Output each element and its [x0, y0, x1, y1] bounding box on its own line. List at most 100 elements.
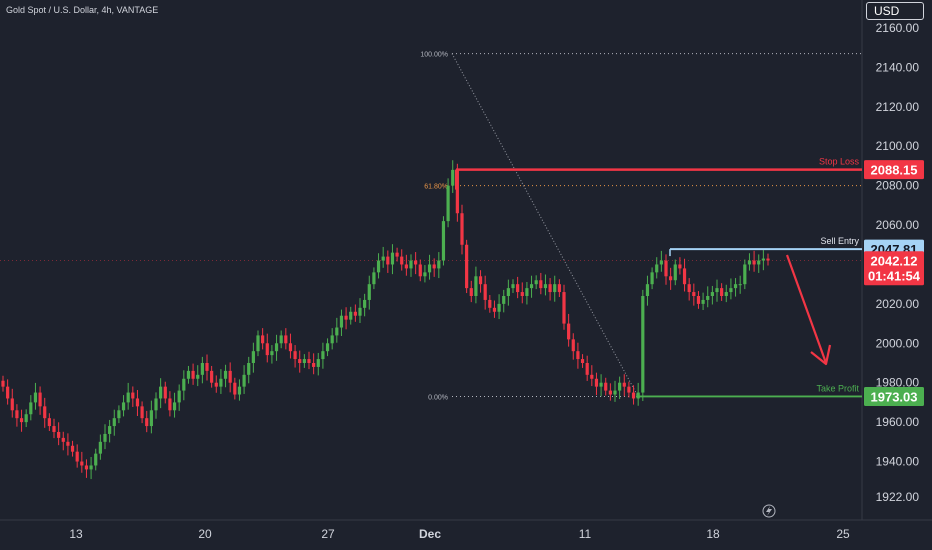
- candle-body: [423, 272, 427, 277]
- candle-body: [108, 426, 112, 434]
- candle-body: [6, 386, 10, 399]
- candle-body: [747, 260, 752, 265]
- time-axis[interactable]: 13 20 27 Dec 11 18 25: [69, 527, 850, 541]
- candle-body: [562, 292, 566, 324]
- candle-body: [622, 382, 626, 387]
- candle-body: [386, 256, 390, 265]
- candle-body: [752, 260, 756, 265]
- candle-body: [270, 351, 274, 356]
- y-tick-label: 1980.00: [876, 376, 920, 390]
- candle-body: [557, 284, 561, 293]
- candle-body: [437, 260, 441, 269]
- y-tick-label: 2080.00: [876, 179, 920, 193]
- x-tick-label: Dec: [419, 527, 441, 541]
- down-arrow-head: [810, 344, 832, 366]
- x-tick-label: 20: [198, 527, 212, 541]
- candle-body: [525, 288, 529, 296]
- candle-body: [390, 252, 395, 265]
- candle-body: [15, 410, 19, 419]
- candle-body: [237, 386, 242, 395]
- candle-body: [567, 323, 571, 340]
- candle-body: [636, 392, 640, 399]
- candle-body: [692, 292, 696, 296]
- candle-body: [664, 260, 668, 277]
- y-tick-label: 2020.00: [876, 297, 920, 311]
- x-tick-label: 11: [579, 527, 592, 541]
- candle-body: [432, 264, 436, 269]
- candle-body: [548, 284, 552, 293]
- candle-body: [706, 296, 710, 300]
- fib-level-label: 0.00%: [428, 395, 448, 402]
- candle-body: [140, 406, 144, 419]
- candle-body: [57, 431, 61, 438]
- fib-level-label: 100.00%: [420, 52, 448, 59]
- candle-body: [205, 363, 209, 371]
- candle-body: [400, 256, 404, 265]
- candle-body: [353, 311, 357, 316]
- candle-body: [404, 264, 408, 269]
- candle-body: [316, 359, 320, 367]
- y-tick-label: 2100.00: [876, 139, 920, 153]
- candle-body: [618, 382, 622, 391]
- candle-body: [594, 378, 599, 387]
- annotation-layer: 100.00% 61.80% 0.00%: [0, 52, 862, 402]
- candle-body: [98, 441, 102, 454]
- candle-body: [673, 264, 677, 281]
- candle-body: [761, 258, 765, 261]
- candle-body: [200, 363, 204, 375]
- candle-body: [284, 335, 288, 344]
- y-tick-label: 2000.00: [876, 336, 920, 350]
- candle-body: [529, 284, 534, 289]
- candle-body: [274, 343, 279, 352]
- candle-body: [516, 284, 520, 293]
- candle-body: [645, 284, 650, 296]
- candle-body: [103, 433, 107, 442]
- candle-body: [261, 335, 265, 344]
- candle-body: [279, 335, 283, 344]
- candle-body: [70, 445, 75, 452]
- candle-body: [441, 221, 446, 261]
- candle-body: [367, 284, 371, 300]
- candle-body: [543, 284, 548, 289]
- candle-body: [483, 284, 487, 300]
- candle-body: [733, 284, 738, 289]
- y-tick-label: 2060.00: [876, 218, 920, 232]
- y-tick-label: 2140.00: [876, 60, 920, 74]
- candle-body: [520, 292, 524, 296]
- candle-body: [29, 402, 33, 415]
- candle-body: [288, 343, 293, 352]
- take-profit-price-badge: 1973.03: [864, 386, 924, 406]
- candle-body: [112, 418, 116, 427]
- y-tick-label: 2120.00: [876, 100, 920, 114]
- candle-body: [414, 260, 418, 265]
- candle-body: [738, 284, 742, 286]
- candle-body: [571, 339, 575, 352]
- candle-body: [492, 307, 497, 312]
- candle-body: [66, 441, 70, 446]
- candle-body: [75, 451, 79, 462]
- lightning-icon: [762, 504, 776, 518]
- candle-body: [418, 264, 422, 277]
- candle-body: [196, 374, 200, 379]
- fib-level-label: 61.80%: [424, 184, 448, 191]
- candle-body: [94, 453, 98, 466]
- candle-body: [497, 303, 501, 312]
- candle-body: [186, 370, 191, 379]
- candle-body: [409, 260, 413, 269]
- currency-button[interactable]: USD: [866, 2, 924, 20]
- y-tick-label: 1960.00: [876, 415, 920, 429]
- candle-body: [89, 465, 93, 470]
- candle-body: [358, 307, 362, 316]
- candle-body: [293, 351, 297, 360]
- candle-body: [335, 327, 339, 336]
- candle-body: [729, 288, 733, 293]
- candle-body: [701, 299, 705, 304]
- candle-body: [608, 390, 612, 395]
- price-axis[interactable]: 1922.00 1940.00 1960.00 1980.00 2000.00 2020.…: [876, 21, 920, 504]
- candle-body: [506, 288, 510, 296]
- candle-body: [38, 392, 42, 407]
- candle-body: [302, 359, 306, 363]
- candle-body: [19, 418, 24, 423]
